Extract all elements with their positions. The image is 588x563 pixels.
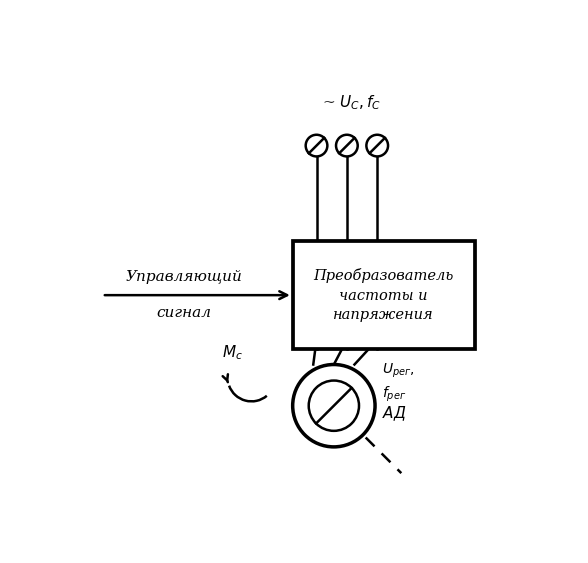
Text: $U_{рег},$
$f_{рег}$: $U_{рег},$ $f_{рег}$ xyxy=(382,361,415,404)
Circle shape xyxy=(293,364,375,447)
Text: Управляющий: Управляющий xyxy=(126,270,243,284)
Circle shape xyxy=(306,135,328,157)
Text: Преобразователь
частоты и
напряжения: Преобразователь частоты и напряжения xyxy=(313,268,454,322)
Bar xyxy=(293,241,475,349)
Text: сигнал: сигнал xyxy=(157,306,212,320)
Circle shape xyxy=(336,135,358,157)
Text: ~ $U_C, f_C$: ~ $U_C, f_C$ xyxy=(322,93,381,111)
Circle shape xyxy=(366,135,388,157)
Text: $M_c$: $M_c$ xyxy=(222,343,242,363)
Circle shape xyxy=(309,381,359,431)
Text: $А Д$: $А Д$ xyxy=(382,404,406,422)
